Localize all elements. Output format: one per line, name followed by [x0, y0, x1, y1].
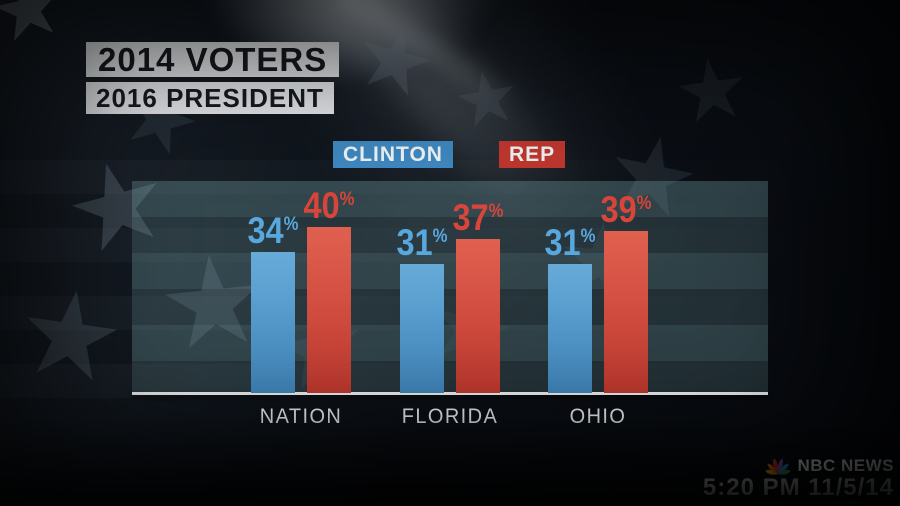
bar-value-label-rep-nation: 40% [303, 184, 355, 226]
page-subtitle: 2016 PRESIDENT [86, 82, 334, 114]
bar-value-label-clinton-ohio: 31% [544, 221, 596, 263]
bar-clinton-ohio [548, 264, 592, 393]
title-block: 2014 VOTERS 2016 PRESIDENT [86, 42, 340, 114]
nbc-peacock-icon [765, 458, 792, 475]
x-axis-baseline [132, 392, 768, 395]
legend-item-rep: REP [498, 141, 566, 168]
category-label-nation: NATION [259, 405, 343, 428]
bar-clinton-nation [251, 252, 295, 393]
bar-clinton-florida [400, 264, 444, 393]
page-title: 2014 VOTERS [86, 42, 340, 77]
legend-item-clinton: CLINTON [333, 141, 453, 168]
chart-legend: CLINTON REP [333, 141, 566, 168]
category-label-ohio: OHIO [569, 405, 627, 428]
bar-value-label-rep-florida: 37% [452, 196, 504, 238]
bar-value-label-rep-ohio: 39% [600, 188, 652, 230]
bar-rep-nation [307, 227, 351, 393]
bar-rep-florida [456, 239, 500, 393]
timestamp: 5:20 PM 11/5/14 [702, 474, 894, 501]
network-bug: NBC NEWS 5:20 PM 11/5/14 [703, 456, 894, 502]
network-name: NBC NEWS [797, 456, 894, 475]
bar-value-label-clinton-florida: 31% [396, 221, 448, 263]
category-label-florida: FLORIDA [401, 405, 499, 428]
bar-rep-ohio [604, 231, 648, 393]
bar-value-label-clinton-nation: 34% [247, 209, 299, 251]
plot-area: NATION 34% 40% FLORIDA 31% 37% OHIO 31% 39% [132, 181, 768, 428]
